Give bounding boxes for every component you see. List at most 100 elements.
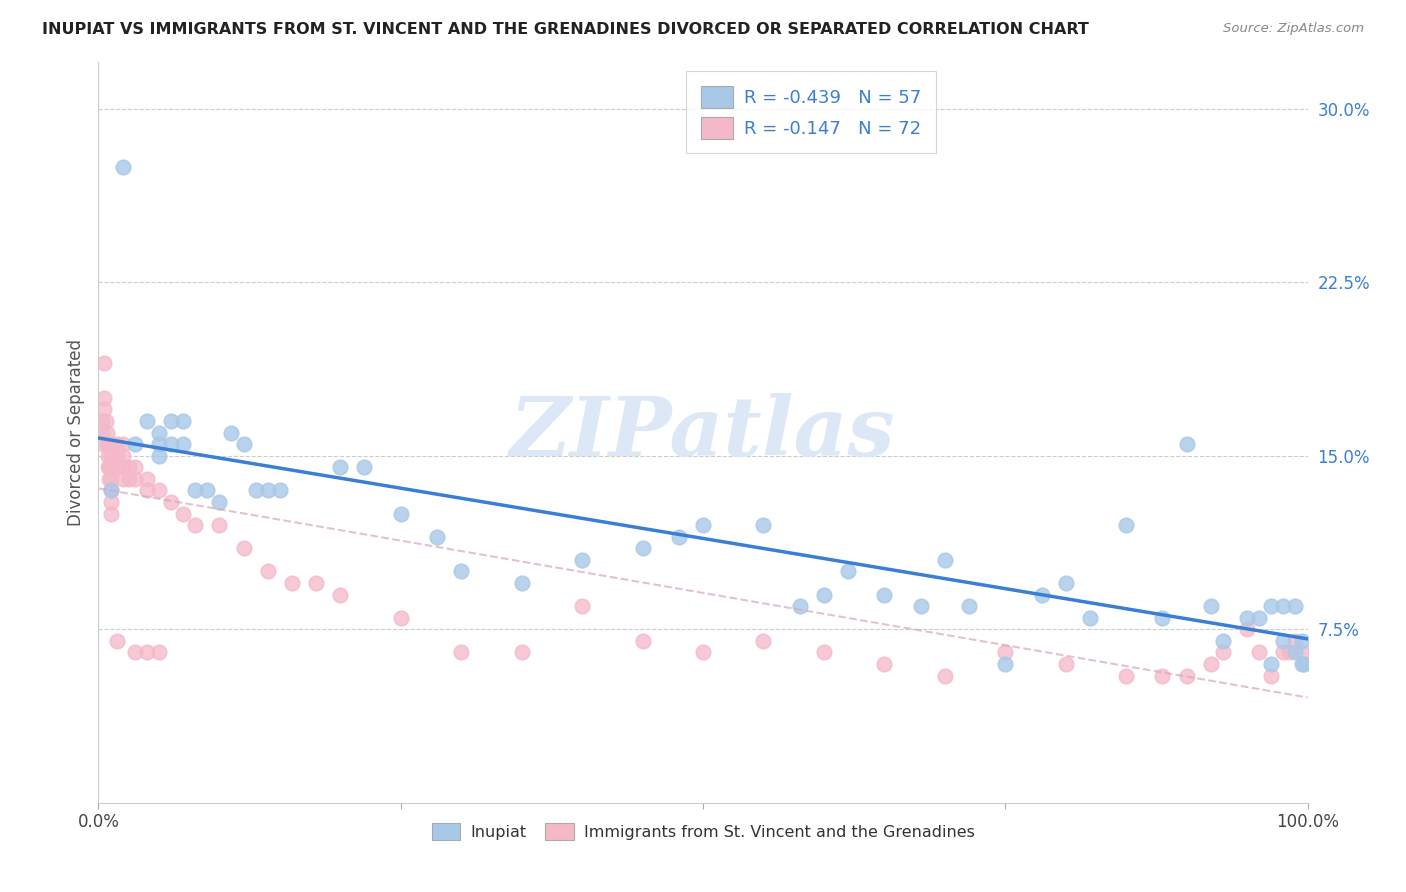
Point (232, 541, 254, 556)
Point (93, 356, 115, 370)
Point (1175, 437, 1198, 451)
Point (91, 437, 114, 451)
Point (97, 460, 120, 475)
Point (1175, 668, 1198, 682)
Point (813, 588, 835, 602)
Point (1212, 645, 1234, 659)
Point (124, 437, 146, 451)
Point (1284, 645, 1306, 659)
Point (111, 460, 134, 475)
Point (1212, 633, 1234, 648)
Point (111, 472, 134, 486)
Point (1272, 599, 1295, 614)
Point (994, 645, 1017, 659)
Point (1199, 657, 1222, 671)
Point (389, 507, 412, 521)
Point (100, 437, 122, 451)
Point (98, 460, 121, 475)
Point (100, 507, 122, 521)
Text: ZIPatlas: ZIPatlas (510, 392, 896, 473)
Point (1249, 645, 1271, 659)
Point (1260, 599, 1282, 614)
Point (148, 449, 170, 463)
Point (184, 483, 207, 498)
Point (100, 483, 122, 498)
Point (1152, 668, 1174, 682)
Point (450, 565, 472, 579)
Point (510, 645, 533, 659)
Point (1291, 645, 1313, 659)
Point (305, 576, 328, 591)
Point (1236, 622, 1258, 636)
Text: Source: ZipAtlas.com: Source: ZipAtlas.com (1223, 22, 1364, 36)
Legend: Inupiat, Immigrants from St. Vincent and the Grenadines: Inupiat, Immigrants from St. Vincent and… (425, 816, 981, 847)
Point (124, 645, 146, 659)
Point (100, 472, 122, 486)
Point (148, 483, 170, 498)
Point (91, 414, 114, 428)
Point (571, 553, 593, 567)
Point (1054, 576, 1077, 591)
Point (160, 414, 183, 428)
Point (510, 576, 533, 591)
Point (148, 437, 170, 451)
Point (1260, 668, 1282, 682)
Point (208, 495, 231, 509)
Point (96, 437, 118, 451)
Point (1291, 657, 1313, 671)
Point (245, 483, 267, 498)
Point (329, 588, 352, 602)
Point (1054, 657, 1077, 671)
Point (100, 495, 122, 509)
Text: INUPIAT VS IMMIGRANTS FROM ST. VINCENT AND THE GRENADINES DIVORCED OR SEPARATED : INUPIAT VS IMMIGRANTS FROM ST. VINCENT A… (42, 22, 1090, 37)
Point (873, 588, 896, 602)
Point (1278, 645, 1301, 659)
Point (96, 425, 118, 440)
Point (692, 645, 714, 659)
Point (100, 483, 122, 498)
Point (389, 610, 412, 624)
Point (1236, 610, 1258, 624)
Point (668, 530, 690, 544)
Point (148, 645, 170, 659)
Point (571, 599, 593, 614)
Point (353, 460, 375, 475)
Point (910, 599, 932, 614)
Point (994, 657, 1017, 671)
Point (789, 599, 811, 614)
Point (631, 633, 654, 648)
Point (97, 449, 120, 463)
Point (111, 449, 134, 463)
Point (1272, 645, 1295, 659)
Point (813, 645, 835, 659)
Point (934, 668, 956, 682)
Point (124, 460, 146, 475)
Point (160, 437, 183, 451)
Point (91, 425, 114, 440)
Point (184, 518, 207, 533)
Point (93, 402, 115, 417)
Point (1199, 599, 1222, 614)
Point (148, 425, 170, 440)
Point (426, 530, 449, 544)
Point (105, 449, 128, 463)
Point (934, 553, 956, 567)
Point (111, 437, 134, 451)
Point (232, 437, 254, 451)
Point (256, 483, 278, 498)
Point (1115, 518, 1137, 533)
Point (1272, 633, 1295, 648)
Point (1115, 668, 1137, 682)
Point (329, 460, 352, 475)
Point (281, 576, 304, 591)
Point (1260, 657, 1282, 671)
Point (97, 437, 120, 451)
Point (93, 391, 115, 405)
Point (208, 518, 231, 533)
Point (692, 518, 714, 533)
Point (105, 633, 128, 648)
Point (1292, 657, 1315, 671)
Point (1031, 588, 1053, 602)
Point (1249, 610, 1271, 624)
Point (752, 633, 775, 648)
